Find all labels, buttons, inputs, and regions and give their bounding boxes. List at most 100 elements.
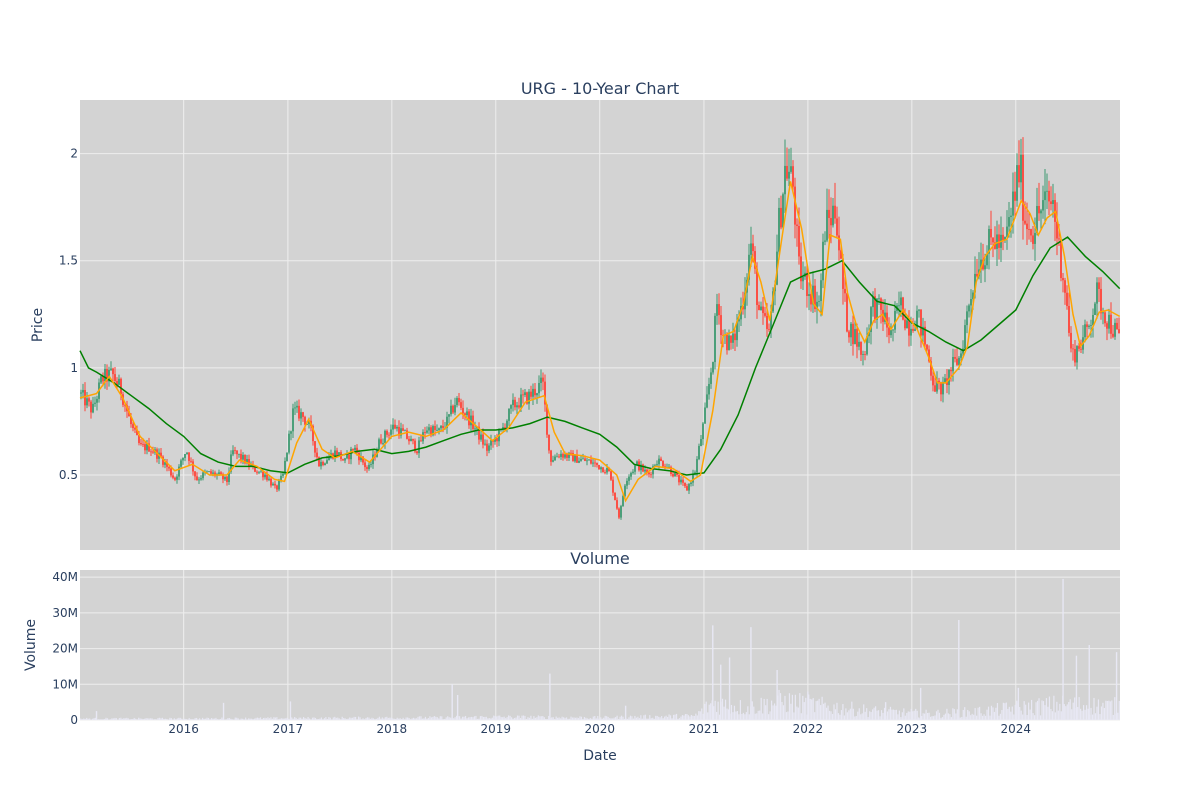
volume-bar	[496, 716, 498, 720]
volume-bar	[1036, 700, 1039, 720]
candle-body	[1072, 348, 1074, 350]
candle-body	[664, 466, 666, 468]
volume-bar	[617, 719, 620, 720]
volume-bar	[634, 715, 636, 720]
candle-body	[590, 459, 592, 464]
volume-bar	[558, 717, 560, 720]
candle-body	[1064, 280, 1066, 293]
volume-bar	[652, 717, 654, 720]
candle-body	[168, 466, 170, 469]
volume-bar	[903, 708, 905, 720]
volume-bar	[827, 705, 829, 720]
volume-bar	[228, 717, 230, 720]
candle-body	[384, 430, 386, 444]
volume-bar	[1042, 701, 1045, 720]
volume-spike-bar	[451, 684, 453, 720]
candle-body	[616, 500, 618, 509]
volume-bar	[160, 718, 162, 720]
volume-bar	[696, 715, 698, 720]
volume-bar	[999, 713, 1001, 720]
volume-bar	[560, 718, 562, 720]
volume-bar	[389, 717, 391, 720]
volume-bar	[464, 715, 467, 720]
candle-body	[992, 237, 994, 243]
volume-bar	[941, 717, 944, 720]
volume-bar	[121, 718, 123, 720]
volume-bar	[1044, 705, 1046, 720]
volume-bar	[487, 718, 489, 720]
volume-bar	[1060, 711, 1062, 720]
volume-bar	[683, 715, 685, 720]
volume-bar	[301, 718, 303, 720]
candle-body	[954, 356, 956, 359]
candle-body	[964, 325, 966, 349]
volume-bar	[216, 719, 219, 720]
volume-bar	[664, 716, 666, 720]
candle-body	[974, 273, 976, 293]
candle-body	[1100, 288, 1102, 314]
volume-bar	[497, 715, 499, 720]
volume-bar	[757, 710, 759, 720]
volume-bar	[1063, 704, 1065, 720]
volume-bar	[1085, 705, 1088, 720]
candle-body	[594, 462, 596, 464]
volume-bar	[735, 711, 737, 720]
volume-bar	[1048, 696, 1051, 720]
volume-bar	[136, 719, 138, 720]
volume-bar	[528, 717, 531, 720]
volume-bar	[650, 718, 652, 720]
candle-body	[536, 393, 538, 396]
volume-bar	[240, 718, 242, 720]
volume-bar	[551, 717, 553, 720]
volume-bar	[481, 715, 483, 720]
candle-body	[1028, 229, 1030, 230]
volume-bar	[869, 711, 871, 720]
volume-bar	[490, 718, 492, 720]
volume-bar	[811, 699, 813, 720]
candle-body	[642, 464, 644, 472]
volume-bar	[684, 714, 687, 720]
volume-bar	[784, 695, 786, 720]
candle-body	[604, 472, 606, 473]
candle-body	[1110, 314, 1112, 334]
volume-bar	[279, 718, 281, 720]
volume-bar	[243, 719, 245, 720]
volume-bar	[268, 718, 271, 720]
volume-bar	[337, 717, 339, 720]
candle-body	[194, 471, 196, 477]
volume-bar	[335, 717, 337, 720]
volume-bar	[1117, 712, 1119, 720]
volume-bar	[325, 717, 327, 720]
volume-bar	[892, 709, 895, 720]
candle-body	[202, 472, 204, 479]
candle-body	[352, 448, 354, 451]
candle-body	[932, 375, 934, 386]
volume-bar	[888, 709, 890, 720]
volume-bar	[1054, 712, 1056, 720]
candle-body	[1092, 314, 1094, 326]
candle-body	[906, 320, 908, 329]
volume-bar	[947, 713, 949, 720]
candle-body	[292, 408, 294, 432]
volume-bar	[163, 718, 165, 720]
volume-bar	[1099, 714, 1101, 720]
volume-bar	[92, 718, 94, 720]
candle-body	[948, 369, 950, 385]
volume-bar	[212, 718, 214, 720]
candle-body	[210, 471, 212, 474]
volume-spike-bar	[1062, 578, 1064, 720]
volume-bar	[727, 709, 730, 720]
volume-bar	[472, 717, 474, 720]
candle-body	[990, 229, 992, 238]
candle-body	[166, 462, 168, 467]
volume-bar	[145, 718, 147, 720]
volume-bars	[80, 578, 1120, 720]
candle-body	[496, 438, 498, 442]
candle-body	[418, 440, 420, 454]
price-y-tick-label: 2	[70, 147, 78, 161]
volume-bar	[1100, 706, 1103, 720]
candle-body	[116, 380, 118, 385]
candle-body	[170, 468, 172, 476]
volume-bar	[576, 717, 578, 720]
candle-body	[432, 426, 434, 436]
